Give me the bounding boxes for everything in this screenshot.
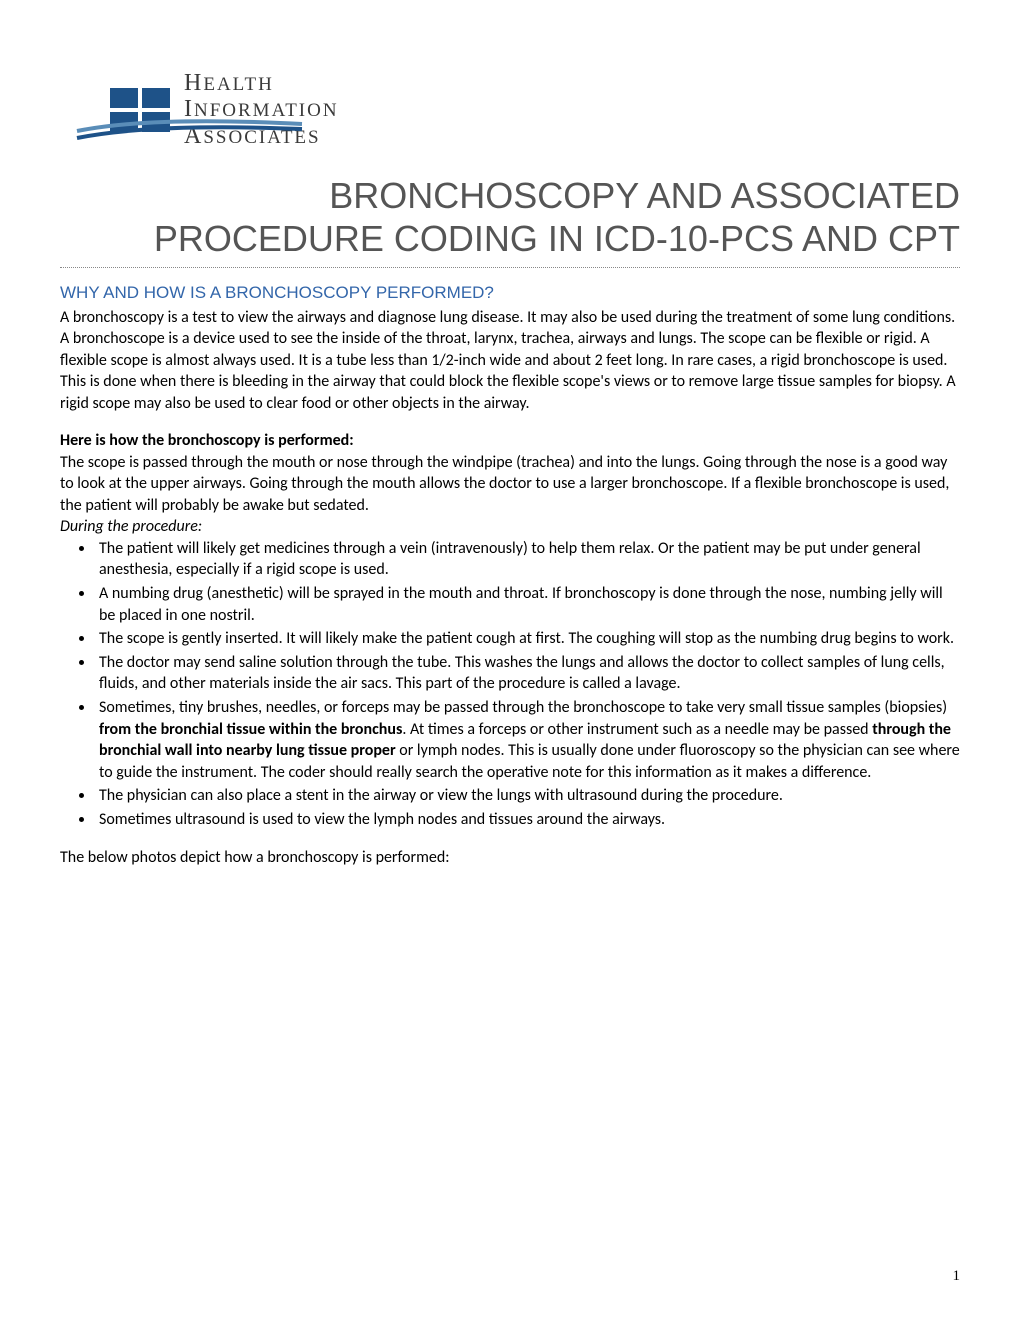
logo-square [110,88,138,108]
closing-text: The below photos depict how a bronchosco… [60,847,960,869]
logo-text-line3: ASSOCIATES [184,123,339,149]
logo-text-line1: HEALTH [184,70,339,96]
bullet-mid: . At times a forceps or other instrument… [402,720,872,739]
logo-text-line2: INFORMATION [184,96,339,122]
logo-square [110,112,138,132]
section-heading-why-how: WHY AND HOW IS A BRONCHOSCOPY PERFORMED? [60,283,960,303]
section2-italic-intro: During the procedure: [60,517,202,536]
list-item: The physician can also place a stent in … [95,785,960,807]
logo-mark [110,88,178,132]
bullet-bold1: from the bronchial tissue within the bro… [99,720,402,739]
bullet-text: A numbing drug (anesthetic) will be spra… [99,584,943,625]
list-item: The patient will likely get medicines th… [95,538,960,581]
list-item: Sometimes, tiny brushes, needles, or for… [95,697,960,783]
bullet-text: The physician can also place a stent in … [99,786,783,805]
logo-container: HEALTH INFORMATION ASSOCIATES [110,70,960,149]
page-number: 1 [953,1268,961,1285]
bullet-text: Sometimes ultrasound is used to view the… [99,810,665,829]
bullet-prefix: Sometimes, tiny brushes, needles, or for… [99,698,947,717]
list-item: Sometimes ultrasound is used to view the… [95,809,960,831]
title-line1: BRONCHOSCOPY AND ASSOCIATED [329,175,960,216]
list-item: The scope is gently inserted. It will li… [95,628,960,650]
bullet-text: The patient will likely get medicines th… [99,539,921,580]
title-underline [60,267,960,268]
list-item: The doctor may send saline solution thro… [95,652,960,695]
section2-paragraph: The scope is passed through the mouth or… [60,452,960,538]
logo-square [142,112,170,132]
bullet-text: The doctor may send saline solution thro… [99,653,945,694]
logo-squares [110,88,170,132]
title-line2: PROCEDURE CODING IN ICD-10-PCS AND CPT [154,218,960,259]
section1-paragraph: A bronchoscopy is a test to view the air… [60,307,960,415]
logo-text: HEALTH INFORMATION ASSOCIATES [184,70,339,149]
section2-subheading: Here is how the bronchoscopy is performe… [60,431,960,450]
bullet-text: The scope is gently inserted. It will li… [99,629,954,648]
document-title: BRONCHOSCOPY AND ASSOCIATED PROCEDURE CO… [60,174,960,260]
procedure-bullet-list: The patient will likely get medicines th… [60,538,960,831]
list-item: A numbing drug (anesthetic) will be spra… [95,583,960,626]
section2-paragraph-text: The scope is passed through the mouth or… [60,453,949,515]
logo-square [142,88,170,108]
